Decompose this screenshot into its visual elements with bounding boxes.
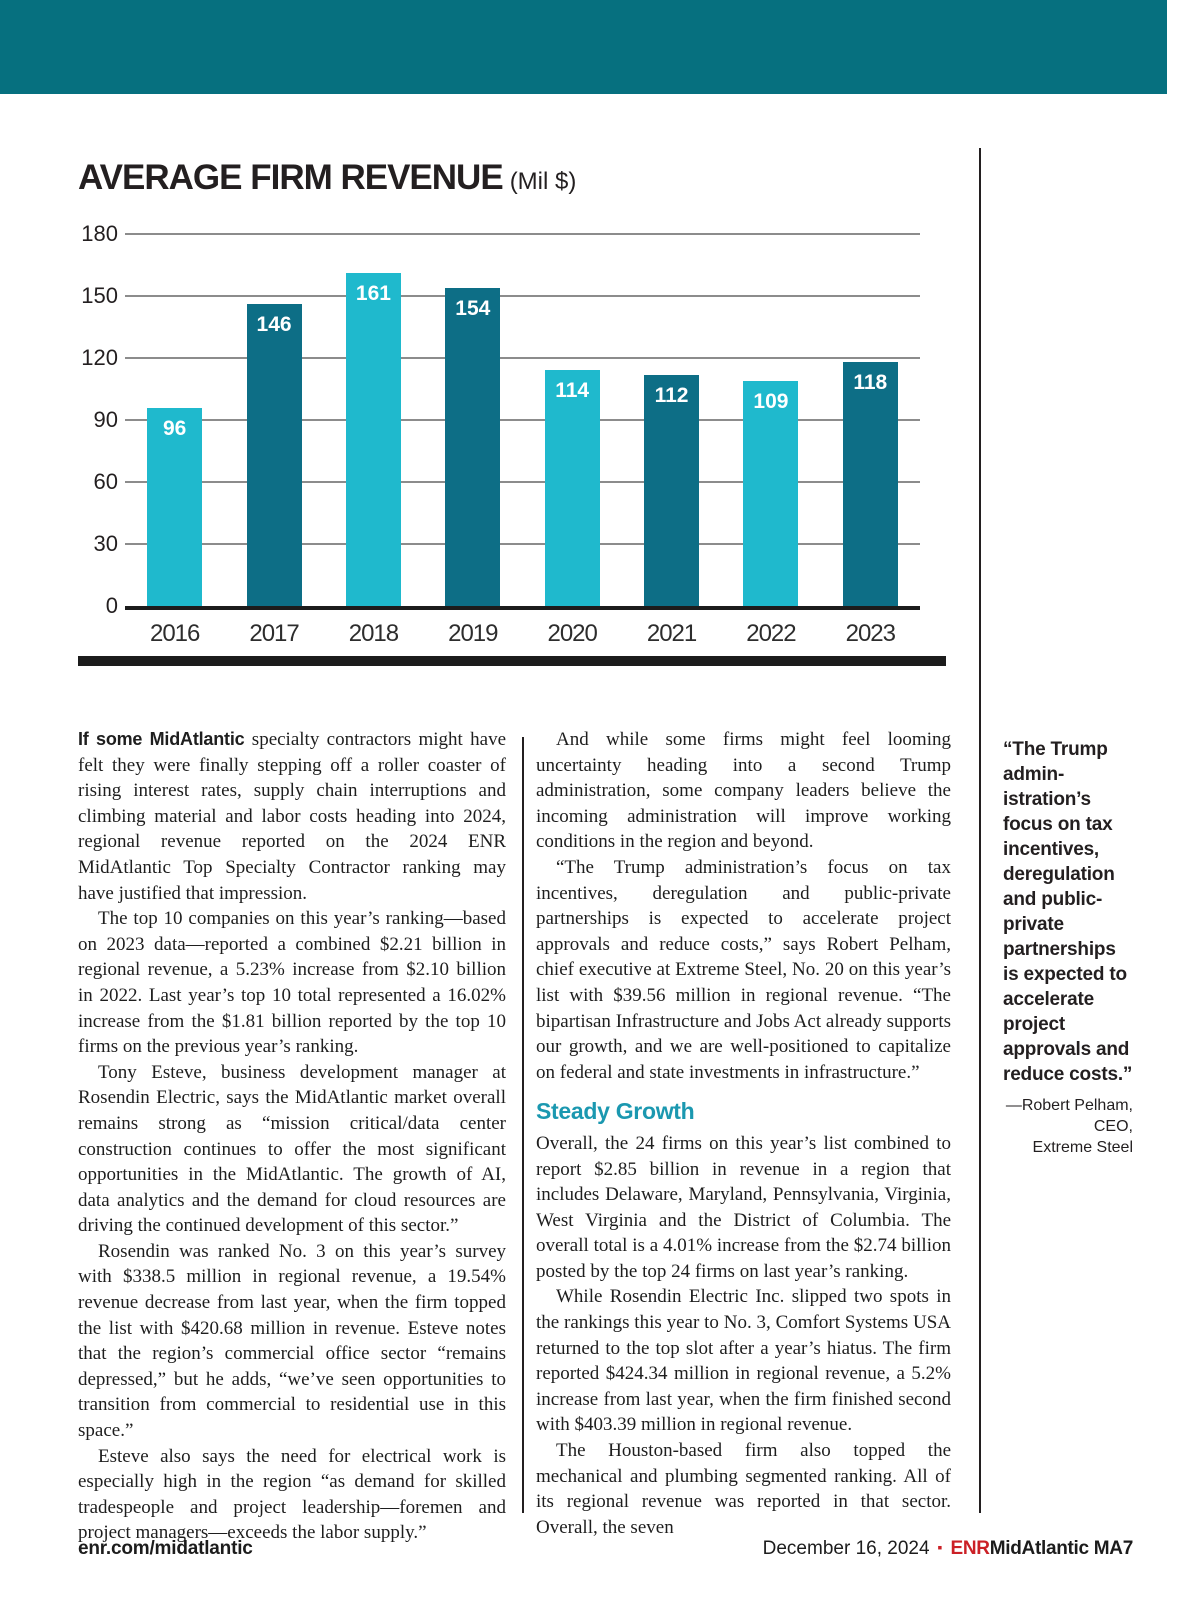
- bar-2017: 146: [246, 304, 302, 606]
- x-axis-line: [125, 606, 920, 610]
- article-paragraph: Esteve also says the need for electrical…: [78, 1445, 506, 1544]
- footer-brand-enr: ENR: [950, 1538, 991, 1559]
- bar-2018: 161: [345, 273, 401, 606]
- article-paragraph: If some MidAtlantic specialty contractor…: [78, 729, 507, 904]
- bar-value-label: 161: [355, 282, 391, 306]
- y-tick-label: 120: [81, 345, 118, 370]
- top-banner: [0, 0, 1167, 94]
- article-paragraph: Tony Esteve, business development manage…: [78, 1061, 506, 1237]
- y-gridline: [125, 481, 920, 483]
- chart-bottom-rule: [78, 656, 946, 666]
- chart-title-units: (Mil $): [509, 168, 577, 195]
- y-gridline: [125, 419, 920, 421]
- x-tick-label: 2020: [547, 620, 597, 647]
- footer-brand-region: MidAtlantic MA7: [989, 1538, 1134, 1559]
- x-tick-label: 2017: [249, 620, 299, 647]
- section-subhead: Steady Growth: [536, 1098, 695, 1125]
- y-tick-label: 0: [105, 593, 118, 618]
- bar-value-label: 112: [654, 383, 689, 407]
- y-gridline: [125, 295, 920, 297]
- y-tick-label: 90: [93, 407, 118, 432]
- bar-2022: 109: [743, 380, 799, 606]
- bar-value-label: 96: [163, 416, 187, 440]
- article-paragraph: “The Trump administration’s focus on tax…: [536, 856, 951, 1083]
- bar-chart: 0 30 60 90 120 150 180 96 2016 146 2017 161 2018 154 2…: [78, 221, 946, 647]
- x-tick-label: 2019: [448, 620, 498, 647]
- bar-2020: 114: [544, 370, 600, 606]
- article-column-2: And while some firms might feel looming …: [536, 727, 951, 1540]
- article-paragraph: While Rosendin Electric Inc. slipped two…: [536, 1286, 951, 1436]
- y-tick-label: 180: [81, 221, 118, 246]
- bar-value-label: 118: [853, 371, 888, 395]
- bar-2021: 112: [644, 374, 700, 606]
- bar-2016: 96: [147, 407, 203, 606]
- y-gridline: [125, 543, 920, 545]
- x-tick-label: 2016: [149, 620, 200, 647]
- pullquote-rule: [979, 148, 981, 1513]
- article-paragraph: And while some firms might feel looming …: [536, 729, 951, 853]
- article-paragraph: The Houston-based firm also topped the m…: [536, 1440, 951, 1538]
- bar-value-label: 154: [455, 296, 491, 320]
- pullquote-attribution: —Robert Pelham, CEO, Extreme Steel: [1005, 1097, 1133, 1156]
- chart-title-text: AVERAGE FIRM REVENUE: [78, 158, 504, 197]
- bar-value-label: 109: [753, 389, 789, 413]
- y-tick-label: 30: [93, 531, 118, 556]
- pullquote: “The Trump admin­istration’s focus on ta…: [1003, 737, 1133, 1158]
- y-gridline: [125, 233, 920, 235]
- bar-value-label: 146: [256, 313, 292, 337]
- footer-right: December 16, 2024 ▪ ENRMidAtlantic MA7: [600, 1538, 1134, 1560]
- bar-2023: 118: [842, 362, 898, 606]
- lead-in-text: If some MidAtlantic: [78, 729, 245, 749]
- x-tick-label: 2021: [646, 620, 697, 647]
- x-tick-label: 2023: [845, 620, 896, 647]
- footer-site-url: enr.com/midatlantic: [78, 1538, 253, 1559]
- x-tick-label: 2018: [348, 620, 399, 647]
- pullquote-text: “The Trump admin­istration’s focus on ta…: [1003, 739, 1133, 1085]
- article-paragraph: Rosendin was ranked No. 3 on this year’s…: [78, 1240, 506, 1442]
- y-tick-label: 150: [81, 283, 118, 308]
- y-tick-label: 60: [93, 469, 118, 494]
- column-divider-rule: [522, 737, 524, 1513]
- article-paragraph: The top 10 companies on this year’s rank…: [78, 908, 506, 1058]
- bar-2019: 154: [445, 287, 501, 606]
- article-column-1: If some MidAtlantic specialty contractor…: [78, 727, 506, 1546]
- article-paragraph: Overall, the 24 firms on this year’s lis…: [536, 1132, 951, 1282]
- bar-value-label: 114: [555, 379, 590, 403]
- footer-date: December 16, 2024: [762, 1538, 930, 1559]
- chart-title: AVERAGE FIRM REVENUE (Mil $): [78, 158, 576, 198]
- x-tick-label: 2022: [746, 620, 796, 647]
- red-square-icon: ▪: [937, 1539, 943, 1555]
- y-gridline: [125, 357, 920, 359]
